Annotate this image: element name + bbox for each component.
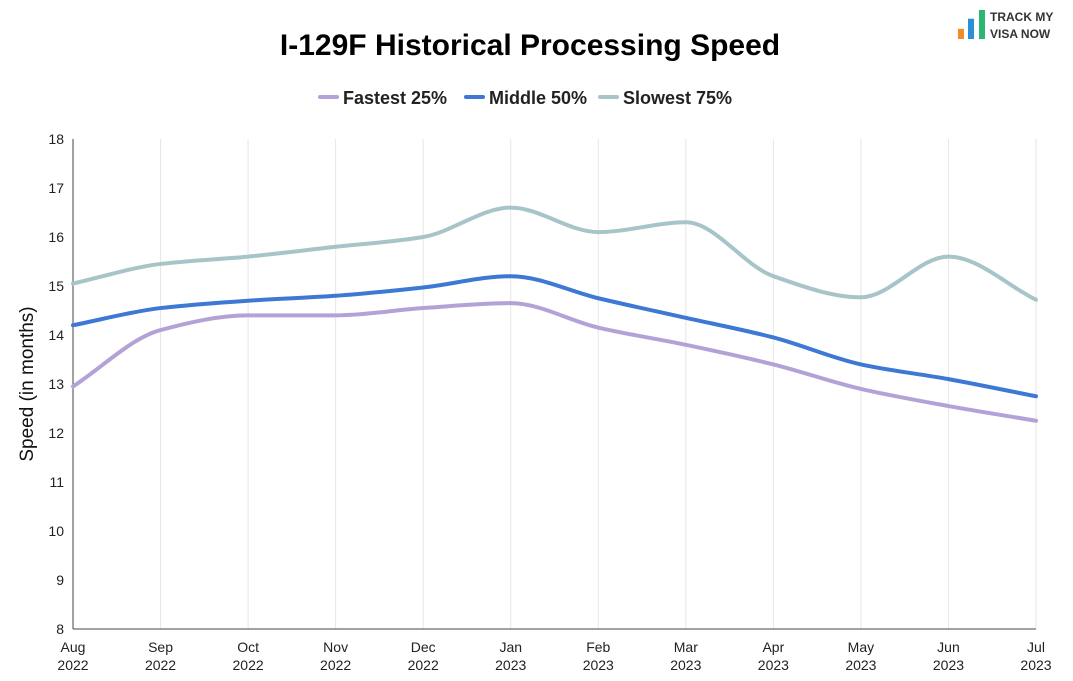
- x-tick-label: Feb 2023: [583, 639, 614, 673]
- y-tick-label: 10: [48, 523, 64, 539]
- y-tick-label: 11: [49, 474, 64, 490]
- y-tick-label: 18: [48, 131, 64, 147]
- x-axis-ticks: Aug 2022 Sep 2022 Oct 2022 Nov 2022 Dec 2022 Jan 20…: [57, 639, 1051, 673]
- y-tick-label: 12: [48, 425, 64, 441]
- x-tick-label: Mar 2023: [670, 639, 701, 673]
- x-tick-label: Jul 2023: [1020, 639, 1051, 673]
- x-tick-label: Jun 2023: [933, 639, 964, 673]
- grid: [160, 139, 1037, 629]
- y-axis-ticks: 8 9 10 11 12 13 14 15 16 17 18: [48, 131, 64, 637]
- y-tick-label: 13: [48, 376, 64, 392]
- legend: Fastest 25% Middle 50% Slowest 75%: [318, 88, 732, 108]
- series-line-slowest: [71, 205, 1038, 302]
- logo: TRACK MY VISA NOW: [958, 10, 1053, 41]
- chart-title: I-129F Historical Processing Speed: [280, 29, 780, 62]
- y-tick-label: 14: [48, 327, 64, 343]
- legend-label-fastest: Fastest 25%: [343, 88, 447, 108]
- legend-label-middle: Middle 50%: [489, 88, 587, 108]
- logo-bar-icon: [968, 18, 974, 39]
- logo-text-line1: TRACK MY: [990, 10, 1053, 24]
- logo-bar-icon: [958, 28, 964, 39]
- logo-text-line2: VISA NOW: [990, 27, 1051, 41]
- y-axis-label: Speed (in months): [17, 306, 38, 461]
- x-tick-label: Aug 2022: [57, 639, 88, 673]
- series-line-middle: [71, 274, 1038, 399]
- x-tick-label: Sep 2022: [145, 639, 176, 673]
- y-tick-label: 9: [56, 572, 64, 588]
- x-tick-label: Oct 2022: [233, 639, 264, 673]
- axes: [72, 139, 1036, 630]
- legend-label-slowest: Slowest 75%: [623, 88, 732, 108]
- y-tick-label: 15: [48, 278, 64, 294]
- y-tick-label: 17: [48, 180, 64, 196]
- x-tick-label: Apr 2023: [758, 639, 789, 673]
- x-tick-label: Nov 2022: [320, 639, 351, 673]
- series: [71, 205, 1038, 423]
- y-tick-label: 8: [56, 621, 64, 637]
- x-tick-label: Dec 2022: [408, 639, 439, 673]
- logo-bar-icon: [979, 10, 985, 39]
- series-line-fastest: [71, 301, 1038, 423]
- y-tick-label: 16: [48, 229, 64, 245]
- x-tick-label: Jan 2023: [495, 639, 526, 673]
- x-tick-label: May 2023: [845, 639, 876, 673]
